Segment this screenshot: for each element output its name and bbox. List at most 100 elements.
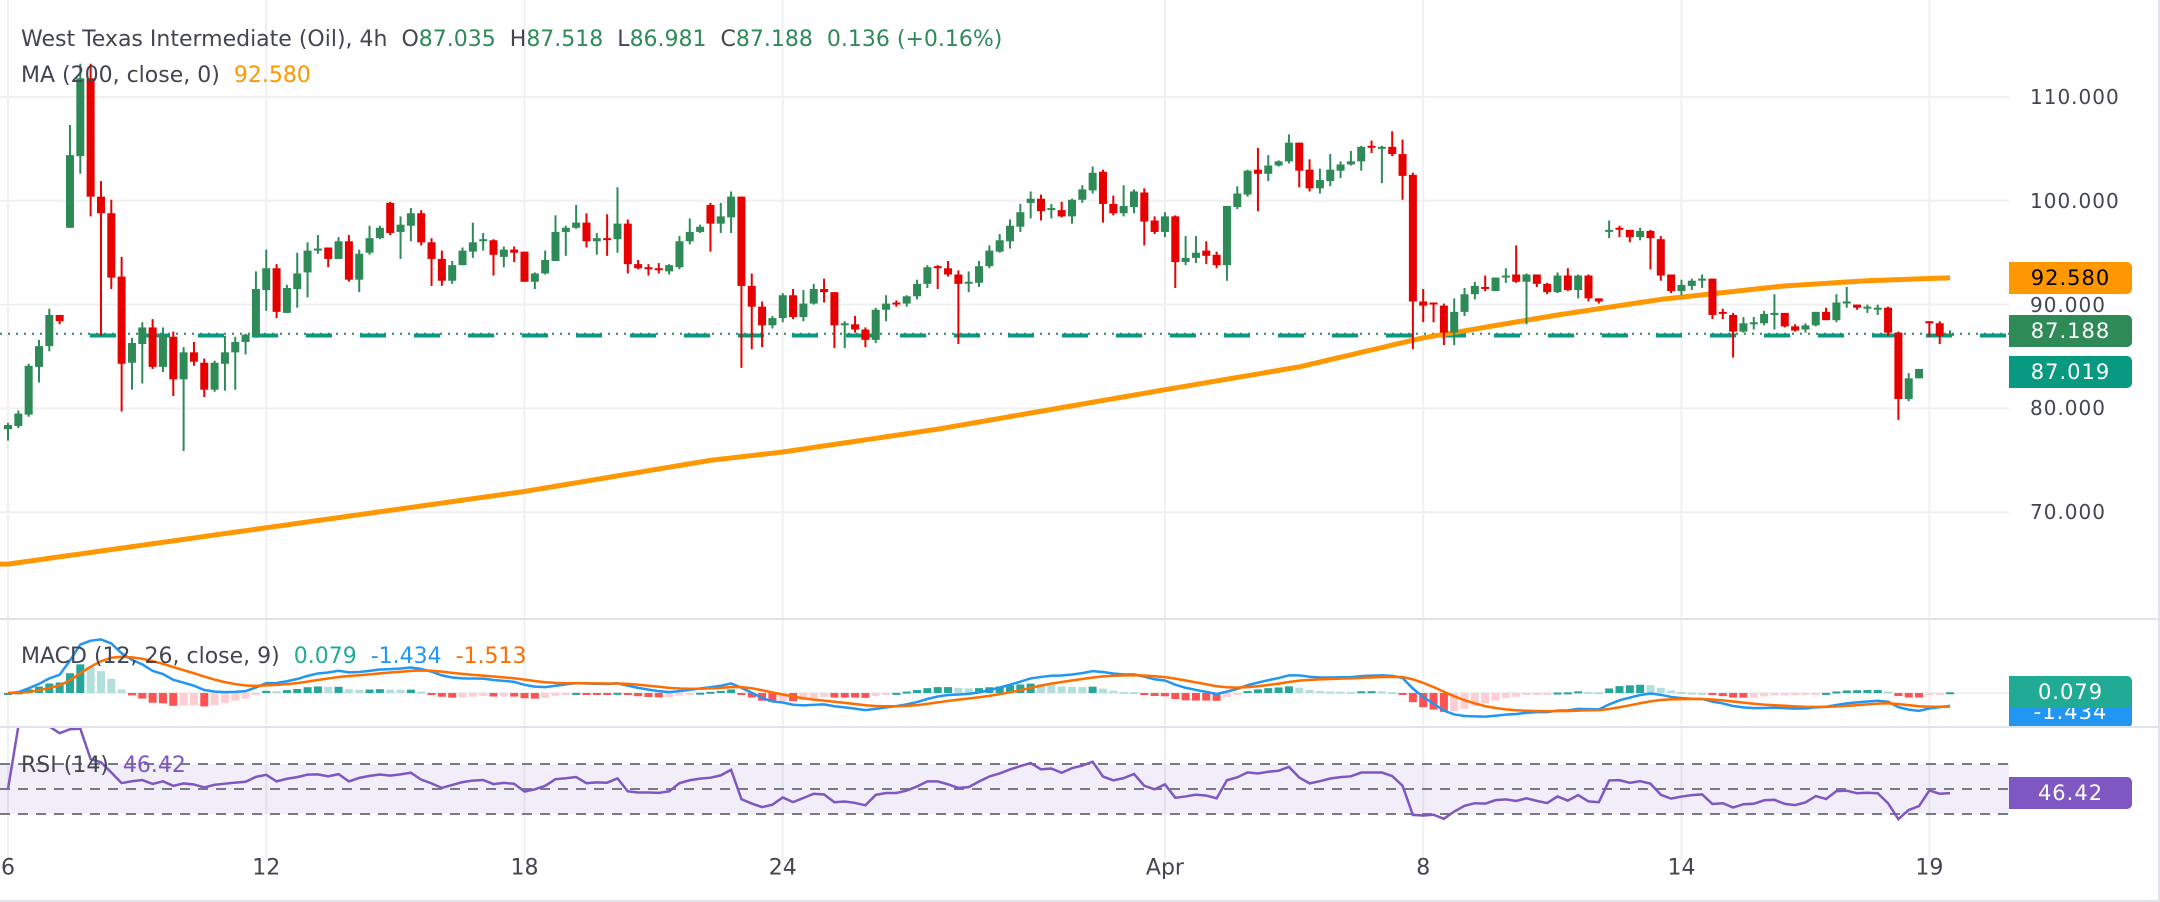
candle: [902, 295, 911, 307]
macd-histogram-bar: [1047, 685, 1056, 693]
candle-body: [582, 222, 591, 242]
macd-plot[interactable]: [0, 620, 2009, 726]
candle: [665, 264, 674, 275]
macd-histogram-bar: [138, 693, 147, 699]
candle-body: [76, 78, 85, 157]
candle: [1026, 191, 1035, 219]
macd-histogram-bar: [809, 693, 818, 699]
price-pane[interactable]: West Texas Intermediate (Oil), 4h O 87.03…: [0, 0, 2158, 618]
candle-body: [644, 267, 653, 270]
macd-histogram-bar: [1925, 693, 1934, 695]
macd-histogram-bar: [675, 693, 684, 696]
candle: [851, 316, 860, 333]
candle: [1822, 307, 1831, 321]
symbol-title[interactable]: West Texas Intermediate (Oil), 4h: [21, 27, 388, 52]
candle-body: [975, 266, 984, 283]
candle: [200, 358, 209, 397]
candle-body: [458, 250, 467, 266]
candle: [1150, 216, 1159, 235]
candle: [1563, 268, 1572, 292]
candle: [282, 284, 291, 313]
high-value: 87.518: [526, 27, 604, 52]
candle-body: [1109, 203, 1118, 214]
candle: [1295, 142, 1304, 188]
candle-body: [1357, 146, 1366, 162]
candle-body: [1129, 191, 1138, 208]
macd-legend: MACD (12, 26, close, 9) 0.079 -1.434 -1.…: [21, 644, 527, 669]
candle-body: [830, 292, 839, 326]
candle-body: [1563, 275, 1572, 291]
macd-histogram-bar: [1253, 689, 1262, 693]
candle: [1336, 161, 1345, 178]
macd-histogram-bar: [1574, 691, 1583, 694]
candle: [778, 293, 787, 323]
macd-histogram-bar: [86, 666, 95, 693]
candle-body: [1512, 274, 1521, 282]
candle: [1667, 274, 1676, 294]
macd-legend-label[interactable]: MACD (12, 26, close, 9): [21, 644, 280, 669]
price-plot[interactable]: [0, 0, 2009, 618]
candle: [964, 271, 973, 293]
candle-body: [282, 287, 291, 313]
macd-histogram-bar: [220, 693, 229, 704]
candle-body: [499, 249, 508, 257]
candle-body: [685, 231, 694, 242]
candle: [1140, 188, 1149, 246]
macd-pane[interactable]: MACD (12, 26, close, 9) 0.079 -1.434 -1.…: [0, 620, 2158, 726]
macd-histogram-bar: [293, 688, 302, 693]
macd-hist-badge: 0.079: [2009, 676, 2132, 708]
candle-body: [995, 240, 1004, 252]
macd-histogram-bar: [468, 693, 477, 697]
candle-body: [1398, 154, 1407, 176]
rsi-pane[interactable]: RSI (14) 46.42 46.42: [0, 728, 2158, 860]
candle-body: [1574, 275, 1583, 291]
candle-body: [1501, 275, 1510, 278]
candle: [1501, 268, 1510, 283]
macd-histogram-bar: [696, 692, 705, 695]
candle-body: [820, 289, 829, 293]
macd-histogram-bar: [1935, 693, 1944, 695]
macd-histogram-bar: [613, 692, 622, 695]
candle-body: [923, 267, 932, 284]
candle: [1853, 304, 1862, 310]
candle-body: [1429, 302, 1438, 305]
candle: [437, 250, 446, 286]
macd-histogram-bar: [737, 693, 746, 695]
candle: [24, 363, 33, 417]
pane-separator[interactable]: [0, 618, 2158, 620]
pane-separator[interactable]: [0, 726, 2158, 728]
candle-body: [1491, 277, 1500, 292]
candle: [1946, 330, 1955, 336]
macd-histogram-bar: [1677, 691, 1686, 694]
candle: [1057, 201, 1066, 218]
macd-histogram-bar: [551, 693, 560, 696]
rsi-badge: 46.42: [2009, 777, 2132, 810]
candle-body: [1698, 278, 1707, 281]
macd-histogram-bar: [1315, 691, 1324, 694]
macd-histogram-bar: [4, 693, 12, 695]
ma-legend-label[interactable]: MA (200, close, 0): [21, 63, 220, 88]
candle: [55, 314, 64, 325]
candle-body: [1305, 169, 1314, 189]
macd-histogram-bar: [1822, 692, 1831, 695]
candle-body: [1439, 305, 1448, 333]
candle-body: [1729, 314, 1738, 332]
candle-body: [344, 241, 353, 280]
candle: [499, 246, 508, 268]
candle-body: [871, 309, 880, 340]
candle-body: [613, 223, 622, 240]
rsi-legend-label[interactable]: RSI (14): [21, 753, 109, 778]
macd-histogram-bar: [1398, 693, 1407, 695]
candle: [386, 201, 395, 236]
candle-body: [1594, 298, 1603, 302]
candle: [1760, 310, 1769, 326]
candle-body: [954, 274, 963, 284]
rsi-plot[interactable]: [0, 728, 2009, 860]
macd-histogram-bar: [1264, 688, 1273, 693]
candle-body: [1274, 161, 1283, 166]
candle-body: [1625, 229, 1634, 238]
macd-histogram-bar: [1491, 693, 1500, 701]
candle-body: [1915, 368, 1924, 379]
macd-histogram-bar: [1202, 693, 1211, 701]
macd-histogram-bar: [1770, 693, 1779, 696]
